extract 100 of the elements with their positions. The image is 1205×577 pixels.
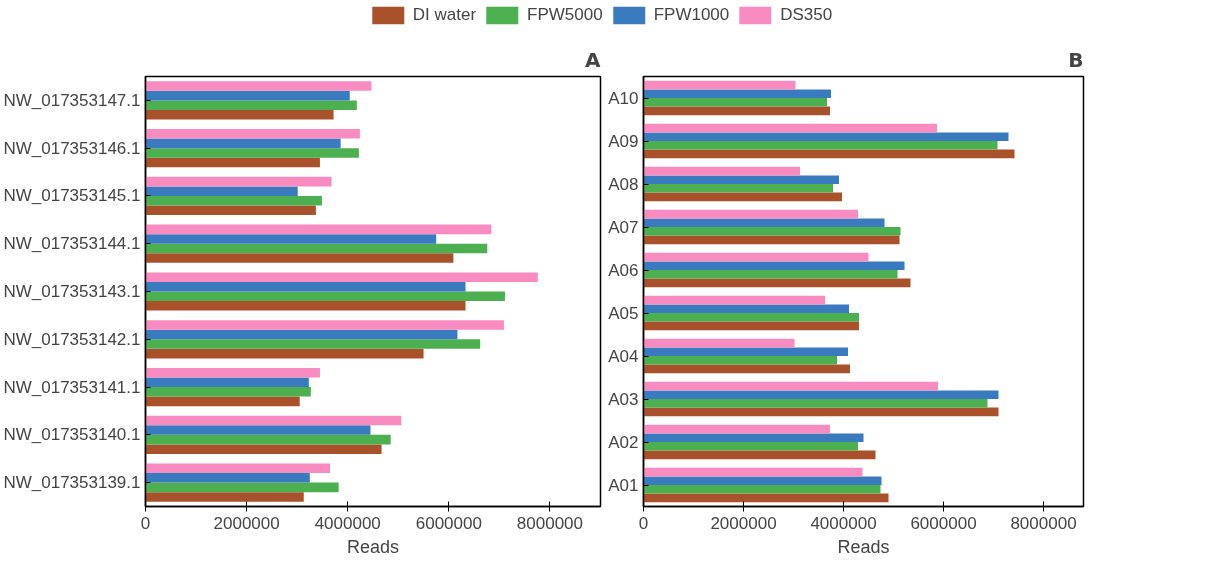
bar	[643, 278, 911, 288]
bar	[145, 301, 466, 311]
bar	[145, 148, 359, 158]
bar	[643, 175, 839, 184]
bar	[643, 149, 1015, 159]
bar	[145, 234, 437, 244]
bar	[145, 348, 424, 359]
bar	[643, 106, 830, 116]
bar	[643, 390, 999, 399]
bar	[643, 209, 858, 219]
bar	[145, 157, 320, 168]
x-tick-label: 4000000	[314, 513, 381, 533]
bar	[643, 304, 849, 313]
bar	[643, 184, 833, 193]
bar	[145, 377, 309, 388]
bar	[643, 433, 864, 442]
bar	[643, 218, 885, 227]
bar	[145, 109, 334, 120]
bar	[145, 329, 458, 340]
y-tick-label: NW_017353147.1	[3, 90, 141, 110]
bar	[643, 442, 858, 451]
chart-title: A	[585, 47, 602, 72]
bar	[643, 364, 850, 374]
x-axis-title: Reads	[837, 536, 890, 557]
x-tick-label: 4000000	[810, 513, 877, 533]
bar	[643, 192, 842, 202]
bar	[145, 100, 357, 110]
legend-label: FPW5000	[527, 5, 603, 25]
bar	[145, 463, 331, 474]
y-tick-label: NW_017353145.1	[3, 186, 141, 206]
x-tick-label: 2000000	[710, 513, 777, 533]
bar	[145, 387, 311, 397]
legend-label: FPW1000	[653, 5, 730, 25]
bar	[145, 253, 454, 263]
y-tick-label: A01	[608, 475, 639, 495]
bar	[643, 98, 827, 107]
y-tick-label: A02	[608, 432, 639, 452]
bar	[643, 321, 859, 331]
bar	[145, 482, 339, 493]
x-axis-title: Reads	[346, 536, 400, 557]
y-tick-label: A03	[608, 389, 639, 409]
bar	[145, 224, 492, 235]
bar	[145, 81, 372, 91]
bar	[145, 291, 505, 302]
bar	[145, 129, 360, 139]
y-tick-label: A05	[608, 303, 639, 323]
bar	[145, 415, 402, 426]
bar	[145, 186, 298, 196]
bar	[145, 176, 332, 187]
bar	[145, 138, 341, 149]
bar	[145, 272, 538, 282]
bar	[145, 205, 316, 216]
bar	[643, 485, 881, 494]
x-tick-label: 0	[638, 513, 649, 533]
bar	[145, 195, 322, 206]
y-tick-label: A09	[608, 131, 639, 151]
bar	[643, 399, 988, 408]
y-tick-label: A10	[608, 88, 639, 108]
bar	[643, 235, 900, 245]
bar	[145, 90, 350, 101]
y-tick-label: A04	[608, 346, 639, 366]
x-tick-label: 0	[140, 513, 151, 533]
bar	[145, 367, 320, 378]
x-tick-label: 6000000	[415, 513, 482, 533]
y-tick-label: NW_017353143.1	[3, 282, 141, 301]
legend-label: DI water	[412, 5, 477, 25]
bar	[643, 356, 837, 365]
y-tick-label: NW_017353146.1	[3, 138, 141, 158]
bar	[643, 166, 800, 176]
x-tick-label: 8000000	[516, 513, 584, 533]
bar	[643, 424, 830, 434]
bar	[643, 141, 998, 150]
bar	[145, 396, 300, 407]
bar	[145, 434, 391, 445]
bar	[145, 339, 481, 349]
bar	[145, 243, 488, 254]
bar	[643, 132, 1009, 141]
bar	[145, 425, 371, 435]
y-tick-label: A07	[608, 217, 639, 237]
y-tick-label: A06	[608, 260, 639, 280]
bar	[643, 261, 905, 270]
bar	[643, 80, 796, 90]
bar	[643, 381, 938, 391]
y-tick-label: NW_017353139.1	[3, 473, 141, 493]
legend-label: DS350	[780, 5, 833, 25]
y-tick-label: NW_017353142.1	[3, 329, 141, 349]
bar	[643, 493, 889, 503]
chart-title: B	[1068, 47, 1084, 72]
bar	[643, 270, 898, 279]
bar	[643, 295, 825, 305]
bar	[643, 450, 876, 460]
bar	[643, 467, 863, 477]
bar	[643, 476, 882, 485]
x-tick-label: 8000000	[1010, 513, 1077, 533]
bar	[145, 444, 382, 454]
bar	[643, 89, 831, 98]
bar	[145, 492, 304, 502]
y-tick-label: NW_017353144.1	[3, 234, 141, 254]
y-tick-label: NW_017353141.1	[3, 377, 141, 397]
y-tick-label: NW_017353140.1	[3, 425, 141, 445]
